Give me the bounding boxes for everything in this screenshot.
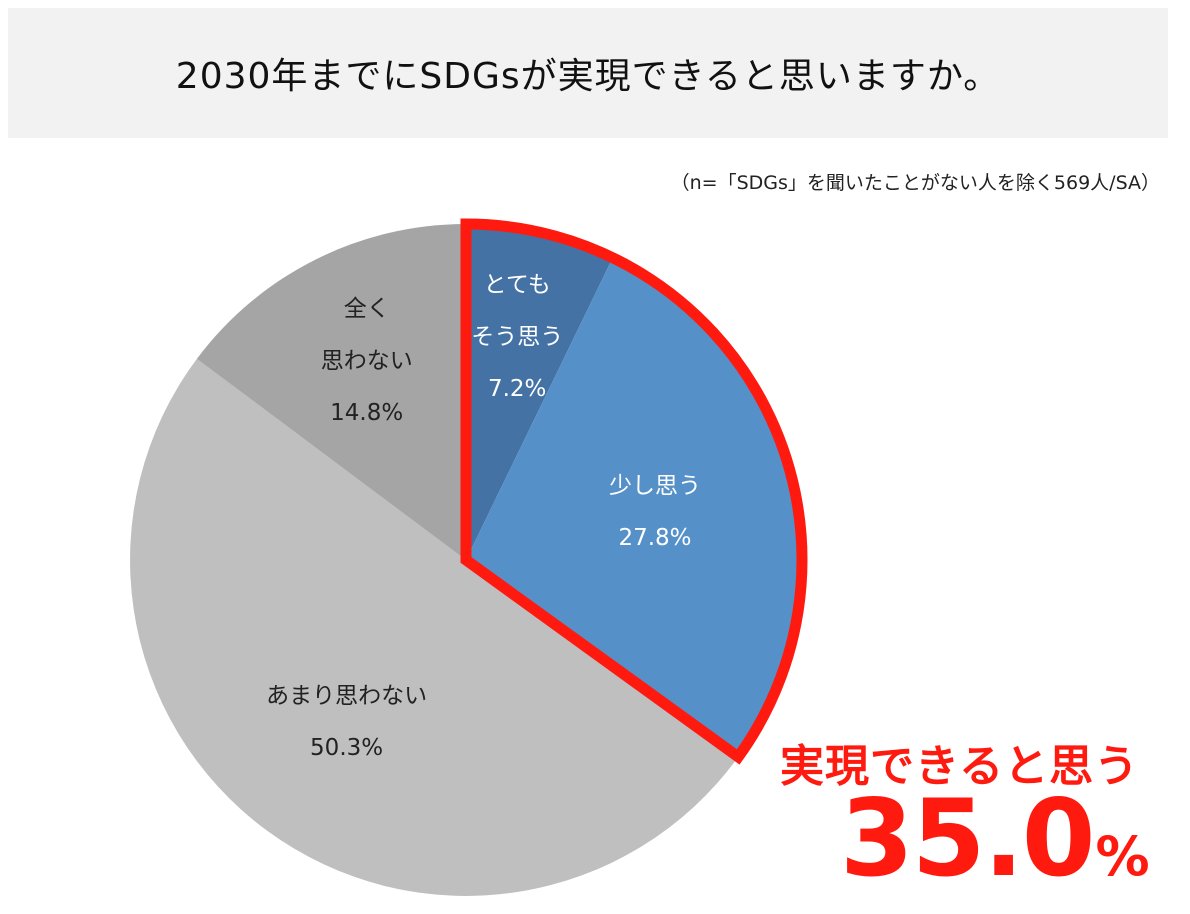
slice-4-value-label: 14.8% [330,400,403,426]
pie-slices [130,224,802,896]
sample-note: （n=「SDGs」を聞いたことがない人を除く569人/SA） [670,172,1160,194]
pie-slice-4 [196,224,467,560]
pie-slice-2 [466,257,802,757]
title-box: 2030年までにSDGsが実現できると思いますか。 [8,8,1168,138]
pie-slice-3 [130,358,739,896]
highlight-number: 35.0 [840,777,1096,900]
slice-2-value-label: 27.8% [618,525,691,551]
slice-4-category-label: 全く [344,296,390,322]
slice-1-category-label: そう思う [471,324,563,350]
slice-3-value-label: 50.3% [310,735,383,761]
slice-3-category-label: あまり思わない [266,683,427,709]
slice-4-category-label: 思わない [321,348,413,374]
slice-2-category-label: 少し思う [609,473,701,499]
pie-slice-1 [466,224,613,560]
highlight-value: 35.0% [840,786,1150,892]
highlight-outline [460,218,808,765]
highlight-label: 実現できると思う [780,741,1140,792]
chart-title: 2030年までにSDGsが実現できると思いますか。 [175,56,1001,97]
highlight-unit: % [1095,825,1150,888]
slice-1-category-label: とても [484,272,551,298]
highlight-outline-path [460,218,808,765]
slice-1-value-label: 7.2% [488,376,546,402]
